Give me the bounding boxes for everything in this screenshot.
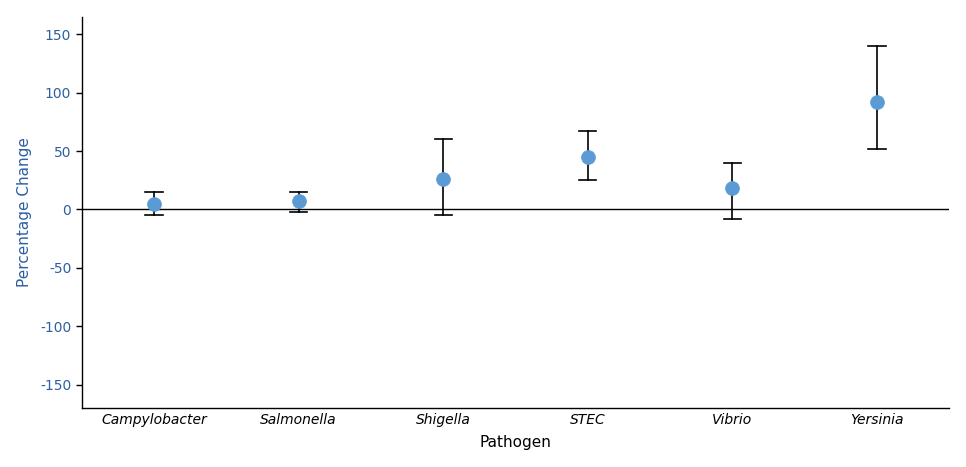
X-axis label: Pathogen: Pathogen: [479, 435, 552, 450]
Y-axis label: Percentage Change: Percentage Change: [16, 137, 32, 287]
